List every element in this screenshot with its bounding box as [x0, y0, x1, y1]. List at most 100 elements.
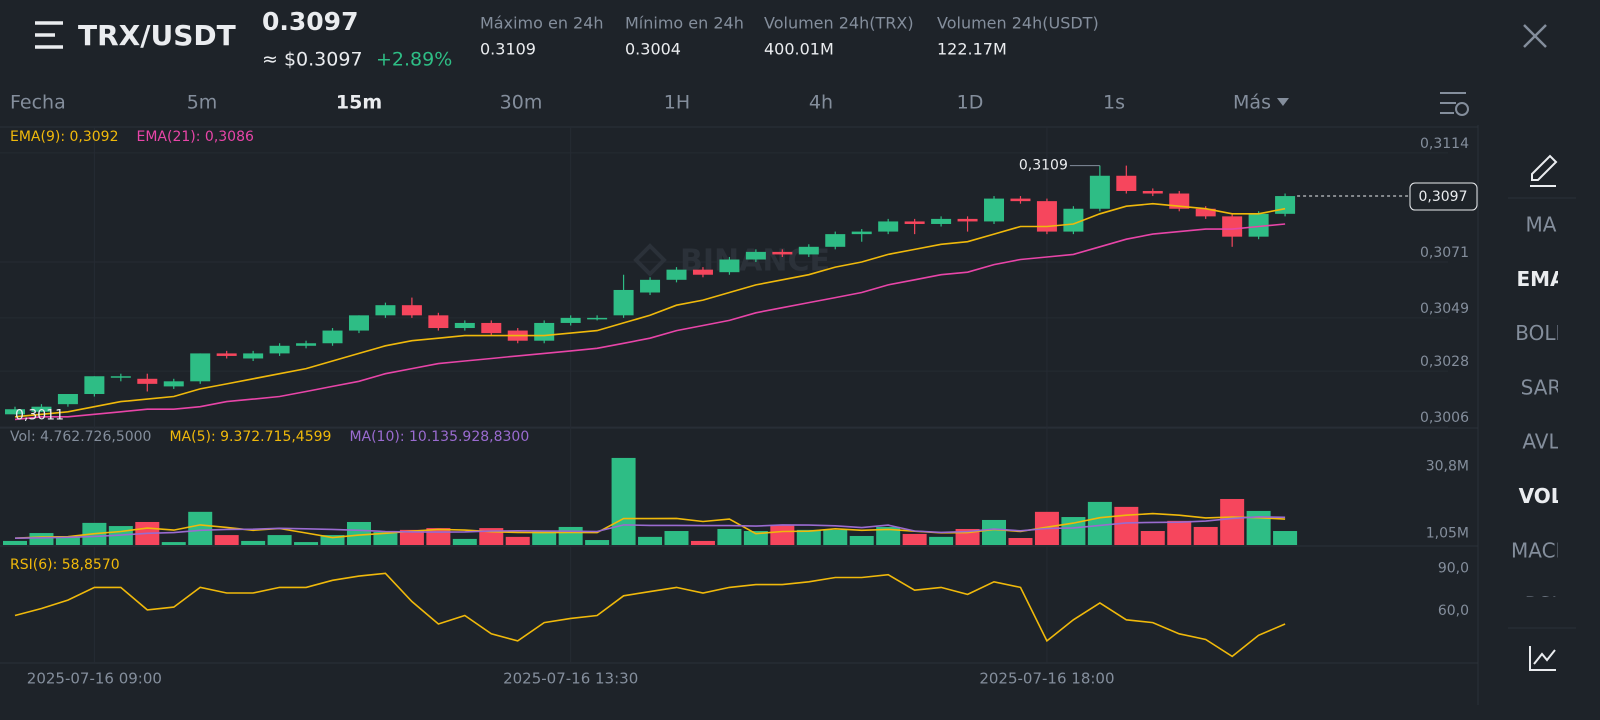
- candle-body: [1142, 190, 1163, 194]
- candle-body: [190, 353, 211, 382]
- volume-bar: [1008, 538, 1033, 545]
- timeframe-tab[interactable]: 1D: [957, 92, 984, 114]
- stat-label: Volumen 24h(TRX): [764, 14, 914, 33]
- menu-icon[interactable]: [35, 21, 63, 49]
- candle-body: [1222, 216, 1243, 237]
- volume-bar: [1273, 531, 1298, 545]
- stat-value: 400.01M: [764, 40, 834, 59]
- x-tick-label: 2025-07-16 18:00: [979, 670, 1114, 688]
- volume-bar: [1193, 526, 1218, 545]
- candle-body: [1248, 213, 1269, 237]
- y-tick-label: 0,3028: [1420, 354, 1469, 370]
- candle-body: [587, 317, 608, 320]
- change: +2.89%: [376, 49, 452, 71]
- candle-body: [269, 345, 290, 354]
- candle-body: [454, 322, 475, 329]
- volume-bar: [161, 542, 186, 545]
- settings-icon[interactable]: [1440, 92, 1469, 116]
- volume-bar: [188, 511, 213, 545]
- stat-label: Volumen 24h(USDT): [937, 14, 1099, 33]
- indicator-tab[interactable]: VOL: [1519, 484, 1564, 508]
- close-icon[interactable]: [1523, 24, 1547, 48]
- timeframe-tab[interactable]: 30m: [500, 92, 543, 114]
- candle-body: [428, 315, 449, 329]
- volume-bar: [214, 535, 239, 545]
- sidebar: MA EMA BOLL SAR AVL VOL MACD RSI: [1511, 213, 1571, 617]
- candle-body: [798, 246, 819, 255]
- candle-body: [534, 322, 555, 341]
- candle-body: [322, 330, 343, 344]
- candle-body: [163, 381, 184, 387]
- indicator-line: [14, 223, 1286, 421]
- candle-body: [851, 231, 872, 235]
- volume-bar: [399, 529, 424, 545]
- draw-icon[interactable]: [1530, 154, 1558, 187]
- indicator-tab[interactable]: BOLL: [1515, 321, 1567, 345]
- timeframe-tab[interactable]: 15m: [336, 92, 382, 114]
- low-label: 0,3011: [15, 407, 64, 423]
- candle-body: [984, 198, 1005, 222]
- candle-body: [110, 376, 131, 378]
- timeframe-tab[interactable]: 1s: [1103, 92, 1125, 114]
- volume-bar: [638, 536, 663, 545]
- dropdown-arrow: [1276, 98, 1289, 106]
- volume-bar: [29, 533, 54, 545]
- pair[interactable]: TRX/USDT: [78, 19, 236, 52]
- volume-bar: [717, 528, 742, 545]
- indicator-tab[interactable]: MACD: [1511, 538, 1571, 562]
- volume-bar: [876, 526, 901, 545]
- indicator-tab[interactable]: EMA: [1516, 267, 1566, 291]
- volume-bar: [346, 521, 371, 545]
- volume-bar: [796, 529, 821, 545]
- candle-body: [481, 322, 502, 334]
- volume-bar: [558, 526, 583, 545]
- candle-body: [931, 218, 952, 224]
- volume-bar: [294, 542, 319, 545]
- y-tick-label: 0,3114: [1420, 136, 1469, 152]
- last-price-tag: [1409, 182, 1478, 211]
- stat-label: Máximo en 24h: [480, 14, 604, 33]
- volume-bar: [452, 538, 477, 545]
- candle-body: [772, 251, 793, 255]
- candle-body: [957, 218, 978, 222]
- legend-entry: MA(5): 9.372.715,4599: [169, 429, 331, 445]
- volume-bar: [770, 524, 795, 545]
- candle-body: [375, 305, 396, 316]
- candle-body: [243, 353, 264, 359]
- timeframe-tab[interactable]: Fecha: [10, 92, 66, 114]
- candle-body: [745, 251, 766, 260]
- volume-bar: [1167, 520, 1192, 545]
- timeframe-tab[interactable]: 5m: [187, 92, 218, 114]
- indicator-tab[interactable]: RSI: [1525, 593, 1558, 617]
- timeframe-tab[interactable]: 1H: [664, 92, 690, 114]
- volume-bar: [373, 531, 398, 545]
- volume-bar: [55, 536, 80, 545]
- timeframe-tab[interactable]: Más: [1233, 92, 1271, 114]
- candle-body: [296, 343, 317, 346]
- volume-bar: [241, 540, 266, 545]
- candle-body: [31, 406, 52, 412]
- last-price-label: 0,3097: [1419, 189, 1468, 205]
- candle-body: [613, 289, 634, 316]
- volume-bar: [690, 540, 715, 545]
- y-tick-label: 0,3006: [1420, 410, 1469, 426]
- volume-bar: [823, 529, 848, 545]
- y-tick-label: 30,8M: [1426, 459, 1469, 475]
- candle-body: [640, 279, 661, 293]
- indicator-tab[interactable]: AVL: [1522, 430, 1560, 454]
- legend-entry: RSI(6): 58,8570: [10, 557, 120, 573]
- indicator-tab[interactable]: SAR: [1521, 375, 1562, 399]
- indicator-line: [14, 202, 1286, 418]
- indicator-chart-icon[interactable]: [1529, 646, 1556, 671]
- volume-bar: [585, 540, 610, 545]
- timeframe-tab[interactable]: 4h: [809, 92, 833, 114]
- y-tick-label: 0,3071: [1420, 245, 1469, 261]
- indicator-tab[interactable]: MA: [1526, 213, 1557, 237]
- x-tick-label: 2025-07-16 09:00: [27, 670, 162, 688]
- volume-bar: [664, 531, 689, 545]
- indicator-line: [14, 515, 1286, 539]
- volume-bar: [1220, 498, 1245, 545]
- volume-bar: [1140, 531, 1165, 545]
- volume-bar: [3, 540, 27, 545]
